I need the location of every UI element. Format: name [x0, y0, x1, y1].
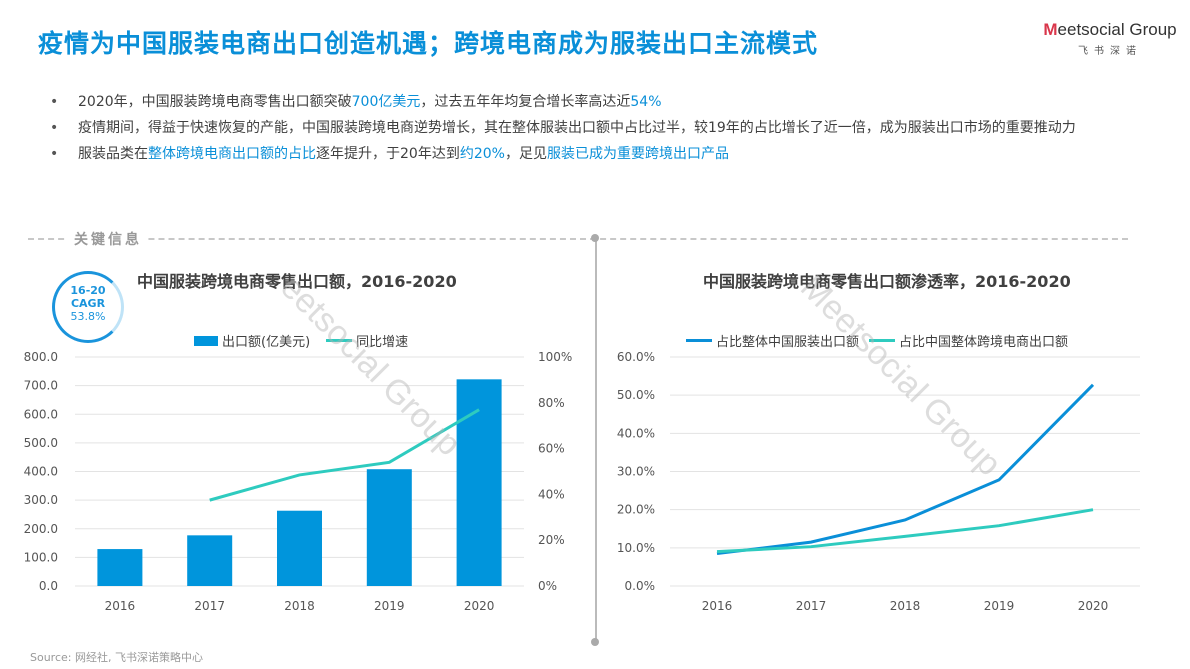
y-tick-label: 700.0	[24, 379, 58, 393]
x-tick-label: 2017	[194, 599, 225, 613]
divider-dot-bottom	[591, 638, 599, 646]
y-tick-label: 50.0%	[617, 388, 655, 402]
legend-swatch-line	[686, 339, 712, 342]
cagr-period: 16-20	[70, 284, 106, 297]
y-tick-label: 0.0	[39, 579, 58, 593]
legend-label: 同比增速	[356, 335, 409, 350]
x-tick-label: 2019	[984, 599, 1015, 613]
legend-label: 出口额(亿美元)	[222, 335, 311, 350]
y-tick-label: 0.0%	[625, 579, 656, 593]
divider-dot-top	[591, 234, 599, 242]
growth-line	[209, 408, 480, 502]
y-tick-label: 40.0%	[617, 426, 655, 440]
series-line	[716, 383, 1095, 556]
y-tick-label: 800.0	[24, 350, 58, 364]
y2-tick-label: 0%	[538, 579, 557, 593]
y2-tick-label: 100%	[538, 350, 572, 364]
cagr-label: CAGR	[70, 297, 106, 310]
x-tick-label: 2017	[796, 599, 827, 613]
y-tick-label: 100.0	[24, 550, 58, 564]
x-tick-label: 2020	[1078, 599, 1109, 613]
bullet-text: 疫情期间，得益于快速恢复的产能，中国服装跨境电商逆势增长，其在整体服装出口额中占…	[78, 120, 1076, 136]
source-note: Source: 网经社, 飞书深诺策略中心	[30, 651, 203, 664]
cagr-badge: 16-20 CAGR 53.8%	[52, 271, 124, 343]
series-line	[716, 508, 1094, 554]
bullet-item: 服装品类在整体跨境电商出口额的占比逐年提升，于20年达到约20%，足见服装已成为…	[50, 144, 1160, 164]
highlight-text: 约20%	[459, 146, 505, 162]
y-tick-label: 200.0	[24, 522, 58, 536]
y-tick-label: 30.0%	[617, 465, 655, 479]
highlight-text: 54%	[630, 94, 662, 110]
y-tick-label: 10.0%	[617, 541, 655, 555]
x-tick-label: 2018	[284, 599, 315, 613]
bar	[277, 510, 322, 586]
x-tick-label: 2019	[374, 599, 405, 613]
page-title: 疫情为中国服装电商出口创造机遇；跨境电商成为服装出口主流模式	[38, 29, 819, 58]
y2-tick-label: 60%	[538, 442, 565, 456]
y-tick-label: 20.0%	[617, 503, 655, 517]
y2-tick-label: 80%	[538, 396, 565, 410]
bar	[366, 469, 412, 586]
y-tick-label: 400.0	[24, 465, 58, 479]
key-info-divider	[28, 238, 1128, 240]
y-tick-label: 60.0%	[617, 350, 655, 364]
chart2-legend: 占比整体中国服装出口额 占比中国整体跨境电商出口额	[686, 331, 1068, 350]
key-info-label: 关键信息	[68, 229, 148, 249]
bullet-text: 服装品类在	[78, 146, 148, 162]
vertical-divider	[595, 238, 597, 642]
legend-label: 占比中国整体跨境电商出口额	[899, 335, 1069, 350]
bullet-item: 2020年，中国服装跨境电商零售出口额突破700亿美元，过去五年年均复合增长率高…	[50, 92, 1160, 112]
cagr-value: 53.8%	[70, 310, 106, 323]
bullet-item: 疫情期间，得益于快速恢复的产能，中国服装跨境电商逆势增长，其在整体服装出口额中占…	[50, 118, 1160, 138]
y-tick-label: 500.0	[24, 436, 58, 450]
bullet-text: ，过去五年年均复合增长率高达近	[420, 94, 631, 110]
chart2-title: 中国服装跨境电商零售出口额渗透率，2016-2020	[703, 272, 1071, 291]
legend-swatch-line	[869, 339, 896, 342]
bullet-text: ，足见	[504, 146, 547, 162]
bullet-text: 2020年，中国服装跨境电商零售出口额突破	[78, 94, 352, 110]
bar	[97, 549, 143, 586]
y2-tick-label: 40%	[538, 487, 565, 501]
legend-swatch-line	[326, 339, 353, 342]
highlight-text: 整体跨境电商出口额的占比	[148, 146, 316, 162]
bar	[187, 535, 233, 586]
bar	[456, 379, 502, 586]
chart1-legend: 出口额(亿美元) 同比增速	[194, 331, 408, 350]
logo-brand: Meetsocial Group	[1043, 20, 1177, 39]
y-tick-label: 600.0	[24, 407, 58, 421]
legend-swatch-bar	[194, 335, 218, 346]
logo: Meetsocial Group 飞书深诺	[1040, 20, 1180, 57]
x-tick-label: 2018	[890, 599, 921, 613]
logo-sub: 飞书深诺	[1078, 46, 1142, 57]
x-tick-label: 2016	[105, 599, 136, 613]
y2-tick-label: 20%	[538, 533, 565, 547]
bullet-text: 逐年提升，于20年达到	[316, 146, 460, 162]
chart1-title: 中国服装跨境电商零售出口额，2016-2020	[137, 272, 457, 291]
x-tick-label: 2020	[464, 599, 495, 613]
highlight-text: 服装已成为重要跨境出口产品	[546, 146, 729, 162]
highlight-text: 700亿美元	[351, 94, 421, 110]
bullet-list: 2020年，中国服装跨境电商零售出口额突破700亿美元，过去五年年均复合增长率高…	[50, 92, 1160, 170]
x-tick-label: 2016	[702, 599, 733, 613]
legend-label: 占比整体中国服装出口额	[716, 335, 860, 350]
y-tick-label: 300.0	[24, 493, 58, 507]
